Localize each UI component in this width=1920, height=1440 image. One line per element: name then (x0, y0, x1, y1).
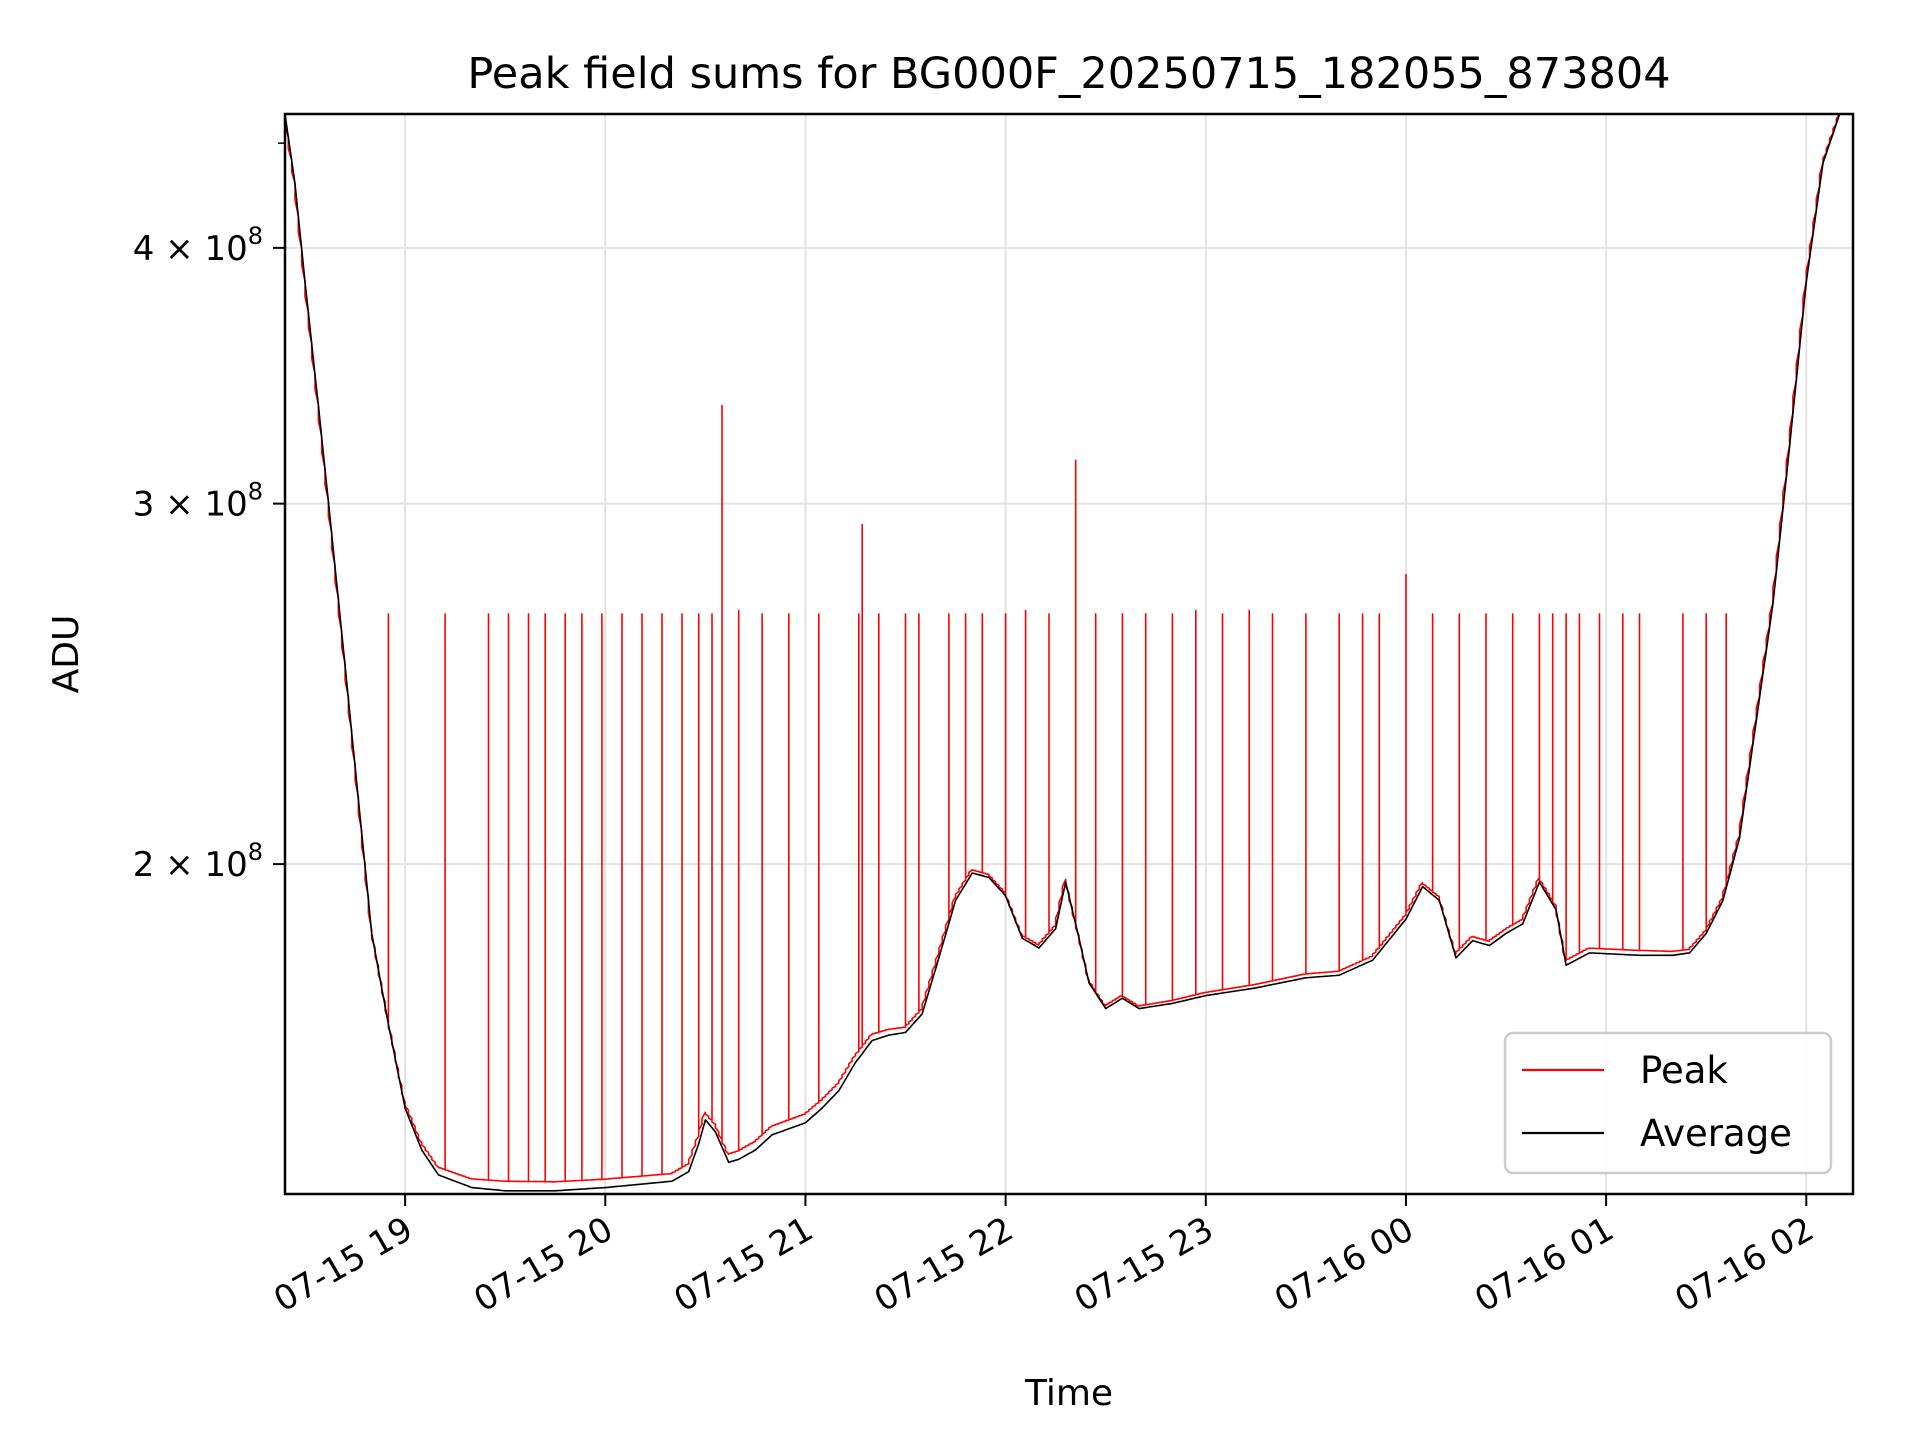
plot-frame (283, 112, 1855, 1196)
legend-box (1503, 1031, 1833, 1175)
y-axis-label: ADU (46, 615, 87, 694)
legend: Peak Average (1503, 1031, 1833, 1175)
x-axis-label: Time (1024, 1373, 1113, 1414)
series-line-average (285, 114, 1841, 1192)
series-layer (285, 114, 1841, 1192)
y-axis: 2 × 108 3 × 108 4 × 108 (133, 142, 285, 885)
chart-title: Peak field sums for BG000F_20250715_1820… (467, 49, 1670, 99)
legend-label-average: Average (1640, 1112, 1792, 1155)
y-tick-label: 2 × 108 (133, 838, 263, 885)
legend-label-peak: Peak (1640, 1049, 1728, 1092)
y-tick-label: 3 × 108 (133, 478, 263, 525)
y-tick-label: 4 × 108 (133, 222, 263, 269)
